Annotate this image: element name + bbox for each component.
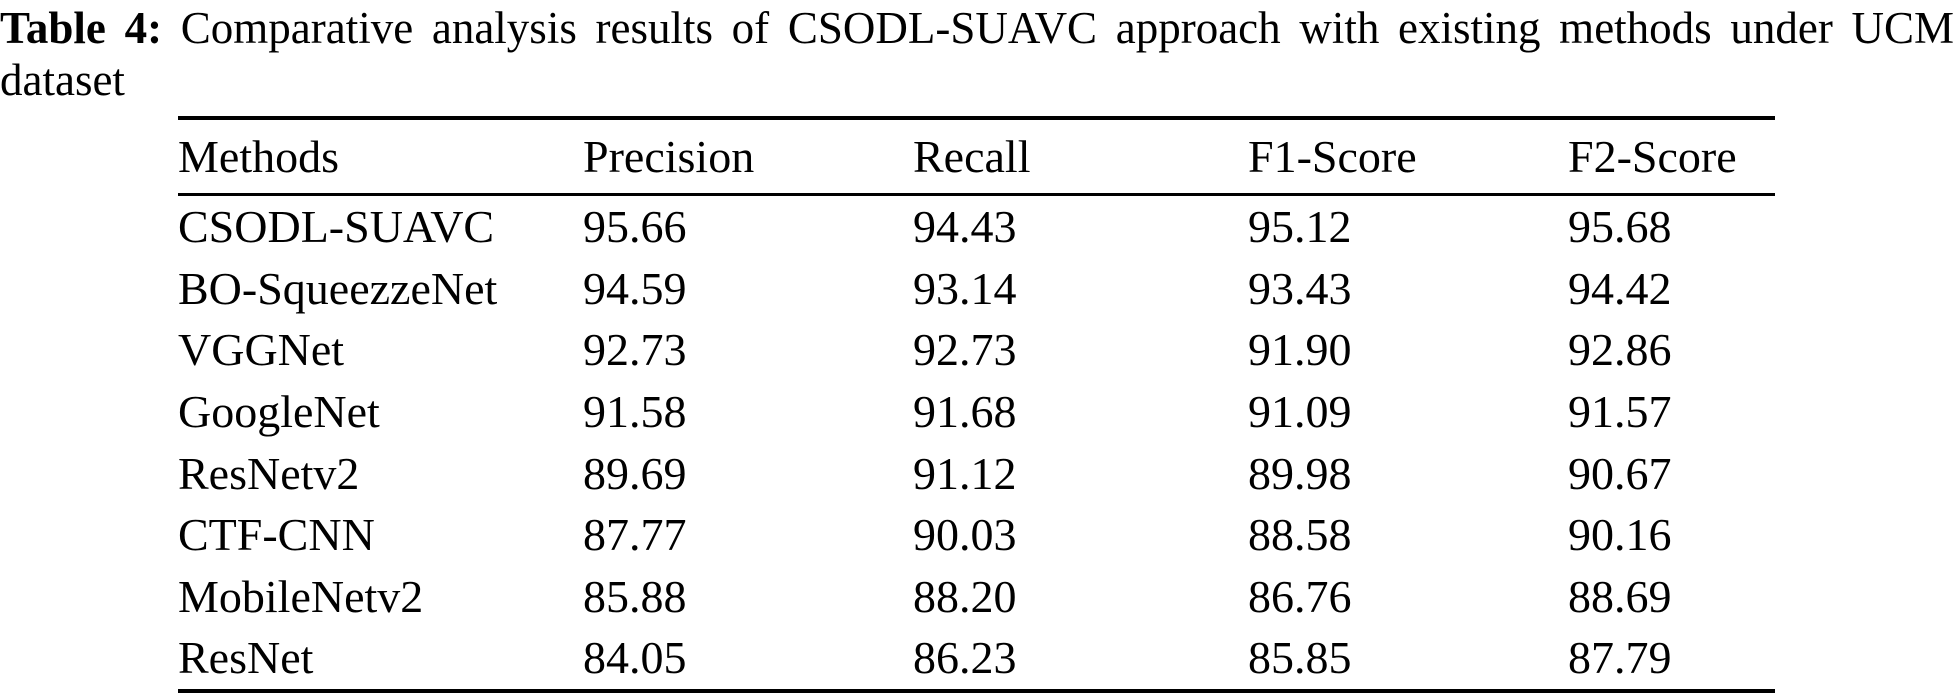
f1-score-cell: 91.90 — [1248, 324, 1352, 376]
table-row: ResNetv2 89.69 91.12 89.98 90.67 — [178, 442, 1775, 504]
method-cell: BO-SqueezzeNet — [178, 262, 498, 314]
recall-cell: 92.73 — [913, 324, 1017, 376]
table-caption: Table 4: Comparative analysis results of… — [0, 0, 1954, 106]
f1-score-cell: 89.98 — [1248, 447, 1352, 499]
f2-score-cell: 91.57 — [1568, 386, 1672, 438]
table-bottom-rule — [178, 688, 1775, 693]
f2-score-cell: 90.67 — [1568, 447, 1672, 499]
recall-cell: 94.43 — [913, 201, 1017, 253]
column-header-precision: Precision — [583, 131, 755, 182]
method-cell: VGGNet — [178, 324, 345, 376]
table-header-row: Methods Precision Recall F1-Score F2-Sco… — [178, 120, 1775, 193]
precision-cell: 87.77 — [583, 509, 687, 561]
recall-cell: 93.14 — [913, 262, 1017, 314]
method-cell: CTF-CNN — [178, 509, 375, 561]
f2-score-cell: 92.86 — [1568, 324, 1672, 376]
precision-cell: 92.73 — [583, 324, 687, 376]
column-header-f1-score: F1-Score — [1248, 131, 1417, 182]
table-caption-text: Comparative analysis results of CSODL-SU… — [0, 3, 1954, 105]
f2-score-cell: 94.42 — [1568, 262, 1672, 314]
f2-score-cell: 90.16 — [1568, 509, 1672, 561]
precision-cell: 84.05 — [583, 632, 687, 684]
f1-score-cell: 86.76 — [1248, 570, 1352, 622]
f1-score-cell: 95.12 — [1248, 201, 1352, 253]
table-row: VGGNet 92.73 92.73 91.90 92.86 — [178, 319, 1775, 381]
precision-cell: 91.58 — [583, 386, 687, 438]
f1-score-cell: 85.85 — [1248, 632, 1352, 684]
table-top-rule — [178, 116, 1775, 120]
precision-cell: 89.69 — [583, 447, 687, 499]
column-header-recall: Recall — [913, 131, 1031, 182]
column-header-methods: Methods — [178, 131, 339, 182]
table-row: CTF-CNN 87.77 90.03 88.58 90.16 — [178, 504, 1775, 566]
precision-cell: 94.59 — [583, 262, 687, 314]
table-row: ResNet 84.05 86.23 85.85 87.79 — [178, 627, 1775, 689]
recall-cell: 90.03 — [913, 509, 1017, 561]
method-cell: ResNet — [178, 632, 314, 684]
method-cell: GoogleNet — [178, 386, 380, 438]
recall-cell: 91.12 — [913, 447, 1017, 499]
table-row: MobileNetv2 85.88 88.20 86.76 88.69 — [178, 566, 1775, 628]
f1-score-cell: 88.58 — [1248, 509, 1352, 561]
recall-cell: 86.23 — [913, 632, 1017, 684]
method-cell: ResNetv2 — [178, 447, 360, 499]
f1-score-cell: 93.43 — [1248, 262, 1352, 314]
f2-score-cell: 95.68 — [1568, 201, 1672, 253]
f1-score-cell: 91.09 — [1248, 386, 1352, 438]
precision-cell: 95.66 — [583, 201, 687, 253]
method-cell: CSODL-SUAVC — [178, 201, 495, 253]
column-header-f2-score: F2-Score — [1568, 131, 1737, 182]
recall-cell: 88.20 — [913, 570, 1017, 622]
f2-score-cell: 87.79 — [1568, 632, 1672, 684]
table-row: CSODL-SUAVC 95.66 94.43 95.12 95.68 — [178, 196, 1775, 258]
recall-cell: 91.68 — [913, 386, 1017, 438]
table-row: GoogleNet 91.58 91.68 91.09 91.57 — [178, 381, 1775, 443]
method-cell: MobileNetv2 — [178, 570, 424, 622]
f2-score-cell: 88.69 — [1568, 570, 1672, 622]
table-caption-label: Table 4: — [0, 3, 163, 53]
table-row: BO-SqueezzeNet 94.59 93.14 93.43 94.42 — [178, 258, 1775, 320]
results-table: Methods Precision Recall F1-Score F2-Sco… — [178, 116, 1775, 693]
precision-cell: 85.88 — [583, 570, 687, 622]
table-header-rule — [178, 193, 1775, 196]
